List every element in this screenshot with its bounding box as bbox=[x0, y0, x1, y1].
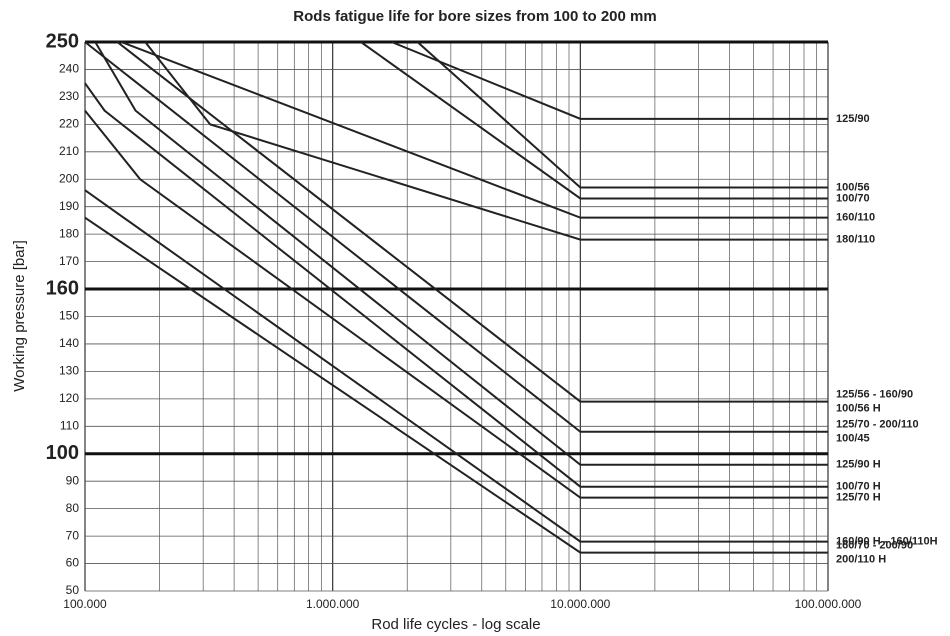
series-line bbox=[391, 41, 828, 120]
x-tick-label: 1.000.000 bbox=[306, 597, 360, 611]
series-label: 100/70 bbox=[836, 192, 870, 204]
series-label: 125/56 - 160/90 bbox=[836, 389, 913, 401]
y-tick-label: 240 bbox=[59, 62, 79, 76]
series-label: 100/56 bbox=[836, 181, 870, 193]
y-tick-label: 220 bbox=[59, 117, 79, 131]
y-tick-label: 170 bbox=[59, 254, 79, 268]
series-label: 160/70 - 200/90 bbox=[836, 539, 913, 551]
y-tick-label: 150 bbox=[59, 309, 79, 323]
y-tick-label: 210 bbox=[59, 144, 79, 158]
x-axis-label: Rod life cycles - log scale bbox=[371, 616, 540, 633]
series-line bbox=[84, 41, 828, 433]
series-label: 100/45 bbox=[836, 433, 870, 445]
x-tick-label: 10.000.000 bbox=[550, 597, 610, 611]
series-line bbox=[84, 82, 828, 488]
y-tick-label: 200 bbox=[59, 171, 79, 185]
y-tick-label: 90 bbox=[66, 473, 80, 487]
y-tick-label: 190 bbox=[59, 199, 79, 213]
series-label: 100/56 H bbox=[836, 403, 881, 415]
series-label: 125/90 bbox=[836, 113, 870, 125]
series-label: 160/90 H - 160/110H bbox=[836, 535, 938, 547]
series-line bbox=[416, 41, 828, 189]
y-tick-label: 100 bbox=[46, 442, 79, 464]
y-tick-label: 230 bbox=[59, 89, 79, 103]
series-label: 160/110 bbox=[836, 212, 875, 224]
series-line bbox=[84, 189, 828, 543]
y-tick-label: 60 bbox=[66, 556, 80, 570]
x-tick-label: 100.000 bbox=[63, 597, 107, 611]
y-tick-label: 80 bbox=[66, 501, 80, 515]
y-tick-label: 110 bbox=[60, 418, 79, 432]
y-tick-label: 120 bbox=[59, 391, 79, 405]
y-tick-label: 70 bbox=[66, 528, 80, 542]
x-tick-label: 100.000.000 bbox=[795, 597, 862, 611]
chart-title: Rods fatigue life for bore sizes from 10… bbox=[293, 8, 656, 25]
series-label: 125/70 H bbox=[836, 492, 881, 504]
series-line bbox=[120, 41, 828, 219]
series-label: 180/110 bbox=[836, 234, 875, 246]
series-label: 125/90 H bbox=[836, 459, 881, 471]
series-label: 100/70 H bbox=[836, 481, 881, 493]
y-tick-label: 180 bbox=[59, 226, 79, 240]
series-line bbox=[94, 41, 828, 466]
series-line bbox=[84, 109, 828, 499]
series-line bbox=[144, 41, 828, 241]
y-tick-label: 250 bbox=[46, 30, 79, 52]
y-tick-label: 130 bbox=[59, 364, 79, 378]
y-axis-label: Working pressure [bar] bbox=[11, 240, 28, 391]
series-line bbox=[84, 216, 828, 554]
y-tick-label: 160 bbox=[46, 277, 79, 299]
series-label: 200/110 H bbox=[836, 553, 886, 565]
series-line bbox=[116, 41, 828, 403]
y-tick-label: 140 bbox=[59, 336, 79, 350]
series-line bbox=[360, 41, 828, 200]
series-label: 125/70 - 200/110 bbox=[836, 419, 919, 431]
y-tick-label: 50 bbox=[66, 583, 80, 597]
